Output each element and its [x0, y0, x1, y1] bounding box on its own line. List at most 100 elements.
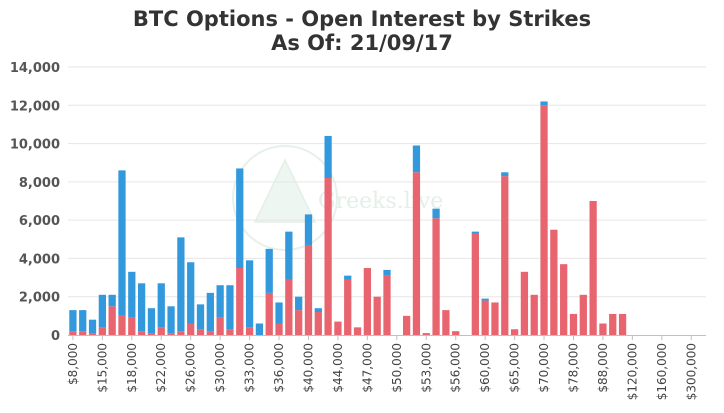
x-tick-label: $160,000 — [655, 343, 669, 400]
bar-lower — [147, 333, 156, 335]
x-tick-label: $33,000 — [243, 343, 257, 393]
bar-upper — [79, 310, 87, 332]
bar-lower — [373, 296, 381, 335]
y-tick-label: 12,000 — [10, 99, 60, 114]
bar-lower — [157, 327, 165, 335]
bar-lower — [560, 264, 568, 335]
bar-upper — [206, 292, 214, 332]
bars — [69, 101, 627, 336]
bar-lower — [118, 315, 126, 335]
x-tick-label: $47,000 — [360, 343, 374, 393]
bar-upper — [98, 294, 106, 328]
bar-lower — [442, 310, 450, 335]
bar-upper — [501, 172, 509, 177]
bar-lower — [334, 321, 342, 335]
bar-upper — [245, 260, 254, 328]
bar-upper — [304, 214, 313, 246]
x-tick-label: $22,000 — [154, 343, 168, 393]
bar-lower — [569, 313, 578, 335]
bar-lower — [422, 333, 430, 335]
x-tick-label: $44,000 — [331, 343, 345, 393]
bar-lower — [236, 268, 244, 335]
bar-lower — [275, 323, 283, 335]
bar-upper — [128, 271, 136, 318]
bar-lower — [137, 331, 146, 335]
y-tick-label: 6,000 — [19, 214, 60, 229]
bar-upper — [255, 323, 264, 335]
bar-lower — [589, 201, 597, 335]
bar-lower — [540, 105, 548, 336]
bar-lower — [187, 323, 195, 335]
bar-lower — [79, 331, 87, 335]
x-tick-label: $15,000 — [95, 343, 109, 393]
axes: 0 2,000 4,000 6,000 8,000 10,000 12,000 14,000 $… — [10, 61, 706, 400]
bar-lower — [128, 317, 136, 335]
y-tick-label: 0 — [51, 329, 60, 344]
bar-lower — [383, 275, 391, 335]
bar-upper — [147, 308, 156, 334]
gridlines — [68, 66, 706, 298]
bar-upper — [471, 231, 479, 234]
bar-upper — [157, 283, 165, 328]
y-tick-label: 14,000 — [10, 61, 60, 76]
x-tick-label: $40,000 — [301, 343, 315, 393]
bar-upper — [314, 308, 322, 313]
x-tick-label: $30,000 — [213, 343, 227, 393]
x-tick-label: $65,000 — [508, 343, 522, 393]
bar-lower — [520, 271, 529, 335]
bar-lower — [579, 294, 587, 335]
chart-subtitle: As Of: 21/09/17 — [271, 31, 453, 55]
bar-upper — [177, 237, 185, 332]
bar-lower — [599, 323, 607, 335]
bar-lower — [618, 313, 627, 335]
bar-lower — [265, 292, 273, 335]
bar-lower — [530, 294, 538, 335]
x-tick-label: $88,000 — [596, 343, 610, 393]
bar-upper — [344, 275, 352, 280]
bar-upper — [540, 101, 548, 106]
x-tick-label: $8,000 — [66, 343, 80, 385]
bar-lower — [88, 333, 97, 335]
bar-lower — [69, 331, 77, 335]
bar-upper — [187, 262, 195, 324]
bar-upper — [285, 231, 293, 280]
bar-lower — [432, 218, 440, 335]
x-tick-label: $56,000 — [449, 343, 463, 393]
bar-upper — [226, 285, 234, 330]
bar-lower — [353, 327, 362, 335]
bar-upper — [412, 145, 421, 173]
y-tick-label: 10,000 — [10, 138, 60, 153]
bar-lower — [245, 327, 254, 335]
bar-upper — [383, 269, 391, 276]
y-tick-label: 2,000 — [19, 291, 60, 306]
bar-lower — [285, 279, 293, 335]
bar-lower — [402, 315, 411, 335]
watermark-text: Greeks.live — [318, 189, 443, 214]
bar-upper — [236, 168, 244, 268]
bar-upper — [167, 306, 175, 334]
bar-lower — [108, 306, 116, 335]
chart-title: BTC Options - Open Interest by Strikes — [132, 7, 592, 31]
bar-upper — [118, 170, 126, 316]
x-tick-label: $50,000 — [390, 343, 404, 393]
x-tick-label: $70,000 — [537, 343, 551, 393]
bar-lower — [452, 331, 460, 335]
bar-lower — [295, 310, 303, 335]
x-tick-label: $26,000 — [184, 343, 198, 393]
bar-upper — [108, 294, 116, 307]
x-tick-label: $120,000 — [625, 343, 639, 400]
bar-lower — [412, 172, 421, 335]
bar-lower — [363, 268, 372, 335]
bar-upper — [275, 302, 283, 324]
bar-lower — [226, 329, 234, 335]
x-tick-label: $78,000 — [566, 343, 580, 393]
bar-lower — [324, 178, 332, 335]
bar-upper — [432, 208, 440, 219]
y-tick-label: 8,000 — [19, 176, 60, 191]
bar-lower — [491, 302, 499, 335]
bar-upper — [216, 285, 224, 318]
bar-upper — [196, 304, 205, 330]
bar-lower — [216, 317, 224, 335]
bar-upper — [481, 298, 489, 301]
